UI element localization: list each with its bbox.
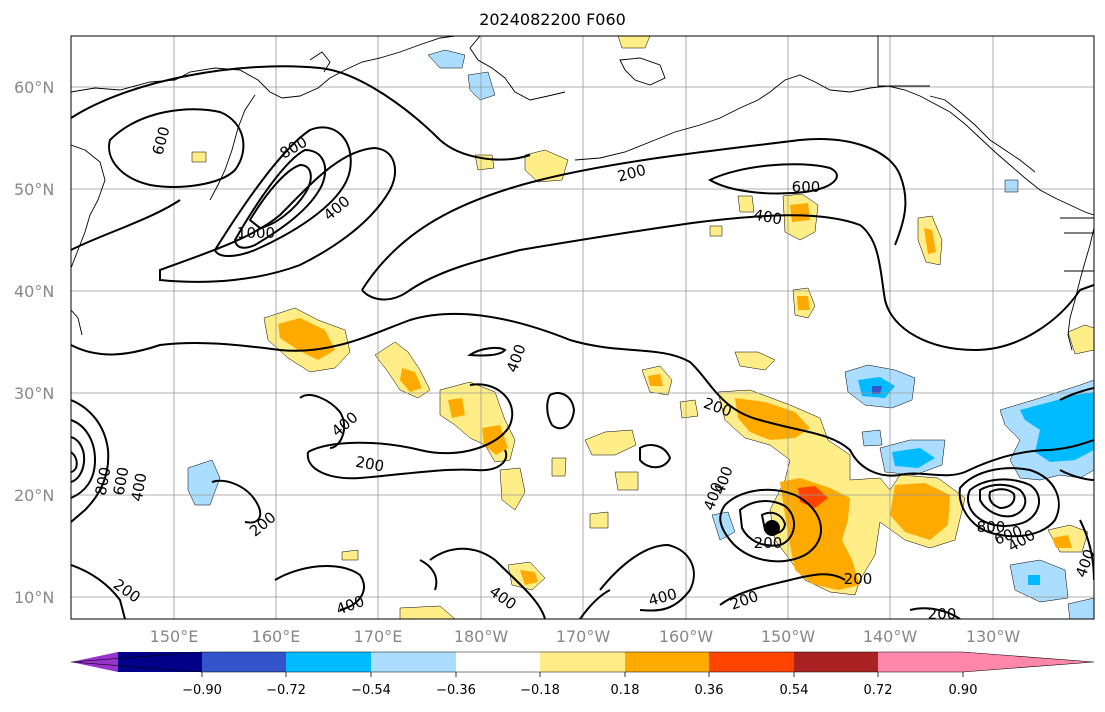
colorbar-extend-high — [963, 652, 1094, 672]
colorbar-tick-label: 0.36 — [695, 683, 724, 698]
lon-label: 170°E — [354, 627, 403, 646]
map-frame — [70, 35, 1095, 620]
colorbar: −0.90 −0.72 −0.54 −0.36 −0.18 0.18 0.36 … — [70, 651, 1095, 698]
longitude-labels: 150°E 160°E 170°E 180°W 170°W 160°W 150°… — [150, 627, 1021, 646]
positive-shading — [191, 36, 1094, 619]
colorbar-tick-label: −0.18 — [520, 683, 560, 698]
lat-label: 60°N — [14, 78, 54, 97]
contour-label: 200 — [844, 570, 873, 588]
lon-label: 140°W — [863, 627, 918, 646]
colorbar-tick-label: −0.72 — [266, 683, 306, 698]
contour-label: 400 — [752, 206, 783, 229]
colorbar-tick-label: 0.72 — [864, 683, 893, 698]
contour-label: 800 — [92, 465, 115, 496]
lon-label: 150°W — [761, 627, 816, 646]
contour-label: 200 — [754, 534, 783, 552]
contour-label: 400 — [128, 471, 151, 502]
colorbar-tick-label: −0.36 — [436, 683, 476, 698]
colorbar-segment — [286, 652, 371, 672]
contour-label: 600 — [792, 178, 821, 196]
lon-label: 180°W — [454, 627, 509, 646]
colorbar-segment — [878, 652, 963, 672]
colorbar-tick-label: −0.90 — [182, 683, 222, 698]
colorbar-extend-low — [71, 652, 118, 672]
colorbar-segment — [202, 652, 286, 672]
lon-label: 130°W — [966, 627, 1021, 646]
lon-label: 160°E — [252, 627, 301, 646]
map-title: 2024082200 F060 — [479, 10, 626, 29]
colorbar-tick-label: 0.18 — [611, 683, 640, 698]
borders — [877, 36, 1094, 272]
lon-label: 160°W — [659, 627, 714, 646]
colorbar-segment — [709, 652, 794, 672]
colorbar-segment — [625, 652, 709, 672]
low-center-marker — [764, 520, 780, 536]
colorbar-segment — [540, 652, 625, 672]
colorbar-segment — [794, 652, 878, 672]
latitude-labels: 60°N 50°N 40°N 30°N 20°N 10°N — [14, 78, 54, 607]
grid-lines — [71, 36, 1094, 619]
lon-label: 150°E — [150, 627, 199, 646]
colorbar-tick-label: 0.90 — [949, 683, 978, 698]
colorbar-tick-label: −0.54 — [351, 683, 391, 698]
contour-label: 800 — [977, 518, 1006, 536]
negative-shading — [187, 49, 1094, 619]
lat-label: 10°N — [14, 588, 54, 607]
colorbar-segment — [456, 652, 540, 672]
lat-label: 40°N — [14, 282, 54, 301]
lat-label: 30°N — [14, 384, 54, 403]
lat-label: 20°N — [14, 486, 54, 505]
contour-label: 600 — [110, 465, 133, 496]
colorbar-tick-label: 0.54 — [780, 683, 809, 698]
contours — [71, 65, 1094, 619]
colorbar-segment — [371, 652, 456, 672]
contour-label: 200 — [354, 453, 385, 476]
contour-label: 200 — [928, 605, 957, 623]
lat-label: 50°N — [14, 180, 54, 199]
contour-labels: 600 800 1000 400 200 200 600 400 400 200… — [92, 125, 1099, 623]
lon-label: 170°W — [556, 627, 611, 646]
contour-label: 1000 — [237, 224, 275, 242]
map-area — [71, 36, 1094, 619]
